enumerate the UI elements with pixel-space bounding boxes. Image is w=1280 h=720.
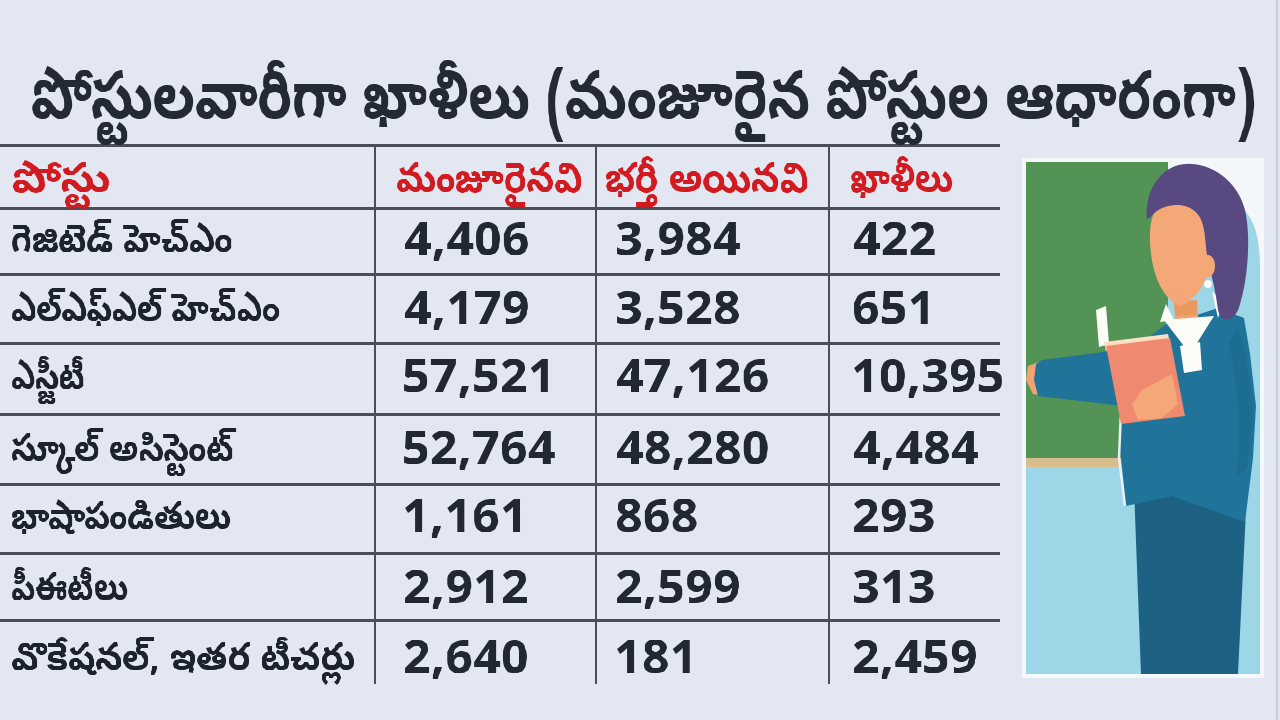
row-6-filled-text: 2,599: [0, 0, 1, 1]
page-edge-line: [1276, 0, 1278, 720]
row-6-vacant-text: 313: [0, 0, 1, 1]
table-rule-vertical: [827, 146, 831, 684]
row-1-label-glyphs: [11, 217, 232, 252]
row-2-label-text: ఎల్ఎఫ్ఎల్ హెచ్ఎం: [0, 0, 1, 1]
row-5-sanctioned-text: 1,161: [0, 0, 1, 1]
col-header-1-glyphs: [11, 156, 109, 209]
row-4-value-3-glyphs: [852, 428, 978, 470]
row-4-label-text: స్కూల్ అసిస్టెంట్: [0, 0, 1, 1]
table-rule-horizontal: [0, 206, 1000, 210]
row-5-value-2-glyphs: [615, 495, 697, 532]
row-5-value-1-glyphs: [402, 496, 521, 538]
ear: [1201, 255, 1215, 277]
face: [1149, 195, 1212, 306]
row-2-vacant-text: 651: [0, 0, 1, 1]
row-6-sanctioned-text: 2,912: [0, 0, 1, 1]
collar: [1164, 316, 1214, 354]
col-header-3-text: భర్తీ అయినవి: [0, 0, 1, 1]
row-5-value-3-glyphs: [852, 495, 934, 532]
teacher-illustration: [1022, 158, 1264, 678]
body-highlight: [1117, 409, 1127, 507]
row-4-label-glyphs: [11, 427, 237, 476]
row-5-filled-text: 868: [0, 0, 1, 1]
col-header-1-text: పోస్టు: [0, 0, 1, 1]
row-4-vacant-text: 4,484: [0, 0, 1, 1]
book-page: [1096, 306, 1109, 347]
row-2-label-glyphs: [11, 286, 280, 326]
table-rule-horizontal: [0, 272, 1000, 276]
row-7-sanctioned-text: 2,640: [0, 0, 1, 1]
col-header-2-text: మంజూరైనవి: [0, 0, 1, 1]
row-7-value-1-glyphs: [403, 637, 527, 679]
right-hand: [1132, 374, 1178, 420]
page-title-glyphs: [31, 58, 1255, 145]
row-1-sanctioned-text: 4,406: [0, 0, 1, 1]
row-7-filled-text: 181: [0, 0, 1, 1]
row-2-value-2-glyphs: [615, 287, 739, 330]
col-header-4-text: ఖాళీలు: [0, 0, 1, 1]
row-4-value-2-glyphs: [616, 428, 768, 470]
row-5-label-text: భాషాపండితులు: [0, 0, 1, 1]
row-3-filled-text: 47,126: [0, 0, 1, 1]
table-rule-vertical: [594, 146, 598, 684]
table-rule-horizontal: [0, 482, 1000, 486]
row-6-value-1-glyphs: [403, 566, 527, 609]
row-1-label-text: గెజిటెడ్ హెచ్ఎం: [0, 0, 1, 1]
row-1-value-1-glyphs: [403, 218, 528, 261]
earring: [1204, 280, 1212, 288]
row-1-filled-text: 3,984: [0, 0, 1, 1]
row-2-value-3-glyphs: [852, 288, 928, 324]
row-4-value-1-glyphs: [402, 428, 555, 470]
row-3-label-glyphs: [11, 355, 84, 404]
row-3-sanctioned-text: 57,521: [0, 0, 1, 1]
row-3-value-3-glyphs: [851, 356, 1002, 398]
row-4-filled-text: 48,280: [0, 0, 1, 1]
table-rule-horizontal: [0, 618, 1000, 622]
row-6-value-3-glyphs: [852, 566, 934, 603]
row-1-value-2-glyphs: [615, 218, 740, 261]
row-7-value-3-glyphs: [852, 637, 976, 679]
hair: [1146, 163, 1249, 320]
row-7-vacant-text: 2,459: [0, 0, 1, 1]
collar-wing-left: [1160, 304, 1174, 322]
skirt: [1134, 488, 1246, 674]
arm-shade: [1228, 328, 1253, 478]
row-3-vacant-text: 10,395: [0, 0, 1, 1]
row-5-vacant-text: 293: [0, 0, 1, 1]
col-header-2-glyphs: [396, 159, 582, 207]
table-rule-horizontal: [0, 143, 1000, 147]
page-title-text: పోస్టులవారీగా ఖాళీలు (మంజూరైన పోస్టుల ఆధ…: [0, 0, 1, 1]
table-rule-vertical: [373, 146, 377, 684]
row-3-value-2-glyphs: [616, 356, 768, 398]
row-4-sanctioned-text: 52,764: [0, 0, 1, 1]
row-7-label-text: వొకేషనల్, ఇతర టీచర్లు: [0, 0, 1, 1]
chalk-tray: [1026, 458, 1172, 467]
row-6-label-text: పీఈటీలు: [0, 0, 1, 1]
row-2-value-1-glyphs: [403, 288, 528, 330]
row-2-sanctioned-text: 4,179: [0, 0, 1, 1]
row-7-value-2-glyphs: [614, 637, 690, 673]
table-rule-horizontal: [0, 341, 1000, 345]
row-3-label-text: ఎస్జీటీ: [0, 0, 1, 1]
row-7-label-glyphs: [11, 636, 355, 685]
col-header-3-glyphs: [605, 155, 808, 207]
row-5-label-glyphs: [11, 496, 231, 534]
row-3-value-1-glyphs: [402, 356, 548, 398]
row-6-label-glyphs: [11, 565, 128, 600]
shirt: [1180, 342, 1202, 373]
row-1-vacant-text: 422: [0, 0, 1, 1]
row-6-value-2-glyphs: [615, 566, 739, 609]
row-1-value-3-glyphs: [852, 218, 935, 255]
table-rule-horizontal: [0, 412, 1000, 416]
row-2-filled-text: 3,528: [0, 0, 1, 1]
table-rule-horizontal: [0, 551, 1000, 555]
col-header-4-glyphs: [850, 155, 953, 198]
